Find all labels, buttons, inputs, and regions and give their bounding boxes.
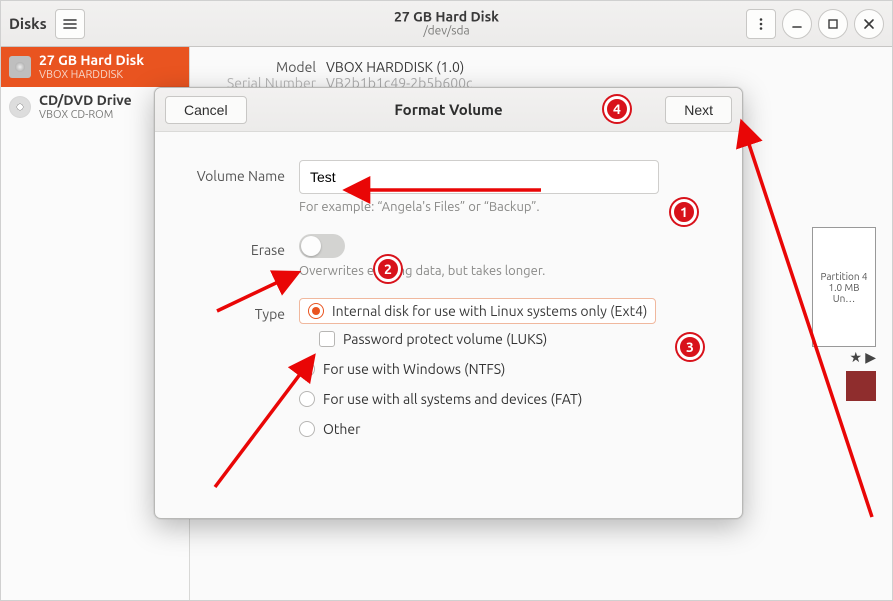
erase-switch[interactable] [299, 234, 345, 258]
minimize-button[interactable] [782, 9, 812, 39]
minimize-icon [790, 17, 804, 31]
checkbox-icon [319, 331, 335, 347]
model-value: VBOX HARDDISK (1.0) [326, 59, 464, 75]
maximize-button[interactable] [818, 9, 848, 39]
sidebar-item-label: 27 GB Hard Disk [39, 53, 144, 68]
type-option-ext4[interactable]: Internal disk for use with Linux systems… [299, 298, 656, 324]
radio-icon [299, 391, 315, 407]
model-label: Model [210, 59, 316, 75]
volume-name-label: Volume Name [183, 160, 299, 184]
delete-partition-button[interactable] [846, 371, 876, 401]
luks-label: Password protect volume (LUKS) [343, 331, 547, 347]
partition-4-title: Partition 4 [820, 271, 867, 282]
partition-indicators: ★ ▶ [849, 349, 876, 366]
harddisk-icon [9, 56, 31, 78]
partition-map: Partition 4 1.0 MB Un… ★ ▶ [812, 227, 876, 366]
type-option-label: Other [323, 421, 360, 437]
maximize-icon [826, 17, 840, 31]
luks-checkbox-row[interactable]: Password protect volume (LUKS) [319, 324, 714, 354]
sidebar-item-sublabel: VBOX CD-ROM [39, 109, 132, 121]
selected-disk-path: /dev/sda [394, 25, 499, 38]
sidebar-item-sublabel: VBOX HARDDISK [39, 69, 144, 81]
type-option-label: Internal disk for use with Linux systems… [332, 303, 647, 319]
type-option-ntfs[interactable]: For use with Windows (NTFS) [299, 354, 714, 384]
type-option-label: For use with all systems and devices (FA… [323, 391, 582, 407]
titlebar: Disks 27 GB Hard Disk /dev/sda [1, 1, 892, 47]
selected-disk-title: 27 GB Hard Disk [394, 9, 499, 24]
cd-icon [9, 96, 31, 118]
radio-icon [299, 421, 315, 437]
close-icon [862, 17, 876, 31]
radio-icon [299, 361, 315, 377]
type-label: Type [183, 298, 299, 322]
volume-name-input[interactable] [299, 160, 659, 194]
dialog-header: Cancel Format Volume Next [155, 88, 742, 132]
radio-icon [308, 303, 324, 319]
disks-window: Disks 27 GB Hard Disk /dev/sda [0, 0, 893, 601]
cancel-button[interactable]: Cancel [165, 96, 247, 124]
type-option-fat[interactable]: For use with all systems and devices (FA… [299, 384, 714, 414]
dialog-title: Format Volume [394, 101, 502, 118]
partition-4-size: 1.0 MB Un… [817, 282, 871, 304]
disk-menu-button[interactable] [746, 9, 776, 39]
format-volume-dialog: Cancel Format Volume Next Volume Name Fo… [154, 87, 743, 519]
hamburger-button[interactable] [55, 9, 85, 39]
next-button[interactable]: Next [665, 96, 732, 124]
close-button[interactable] [854, 9, 884, 39]
kebab-icon [754, 17, 768, 31]
type-option-other[interactable]: Other [299, 414, 714, 444]
erase-hint: Overwrites existing data, but takes long… [299, 264, 714, 278]
sidebar-item-harddisk[interactable]: 27 GB Hard Disk VBOX HARDDISK [1, 47, 189, 87]
type-option-label: For use with Windows (NTFS) [323, 361, 505, 377]
app-title: Disks [9, 15, 47, 32]
partition-4[interactable]: Partition 4 1.0 MB Un… [812, 227, 876, 347]
volume-name-hint: For example: “Angela's Files” or “Backup… [299, 200, 714, 214]
erase-label: Erase [183, 234, 299, 258]
sidebar-item-label: CD/DVD Drive [39, 93, 132, 108]
hamburger-icon [63, 17, 77, 31]
